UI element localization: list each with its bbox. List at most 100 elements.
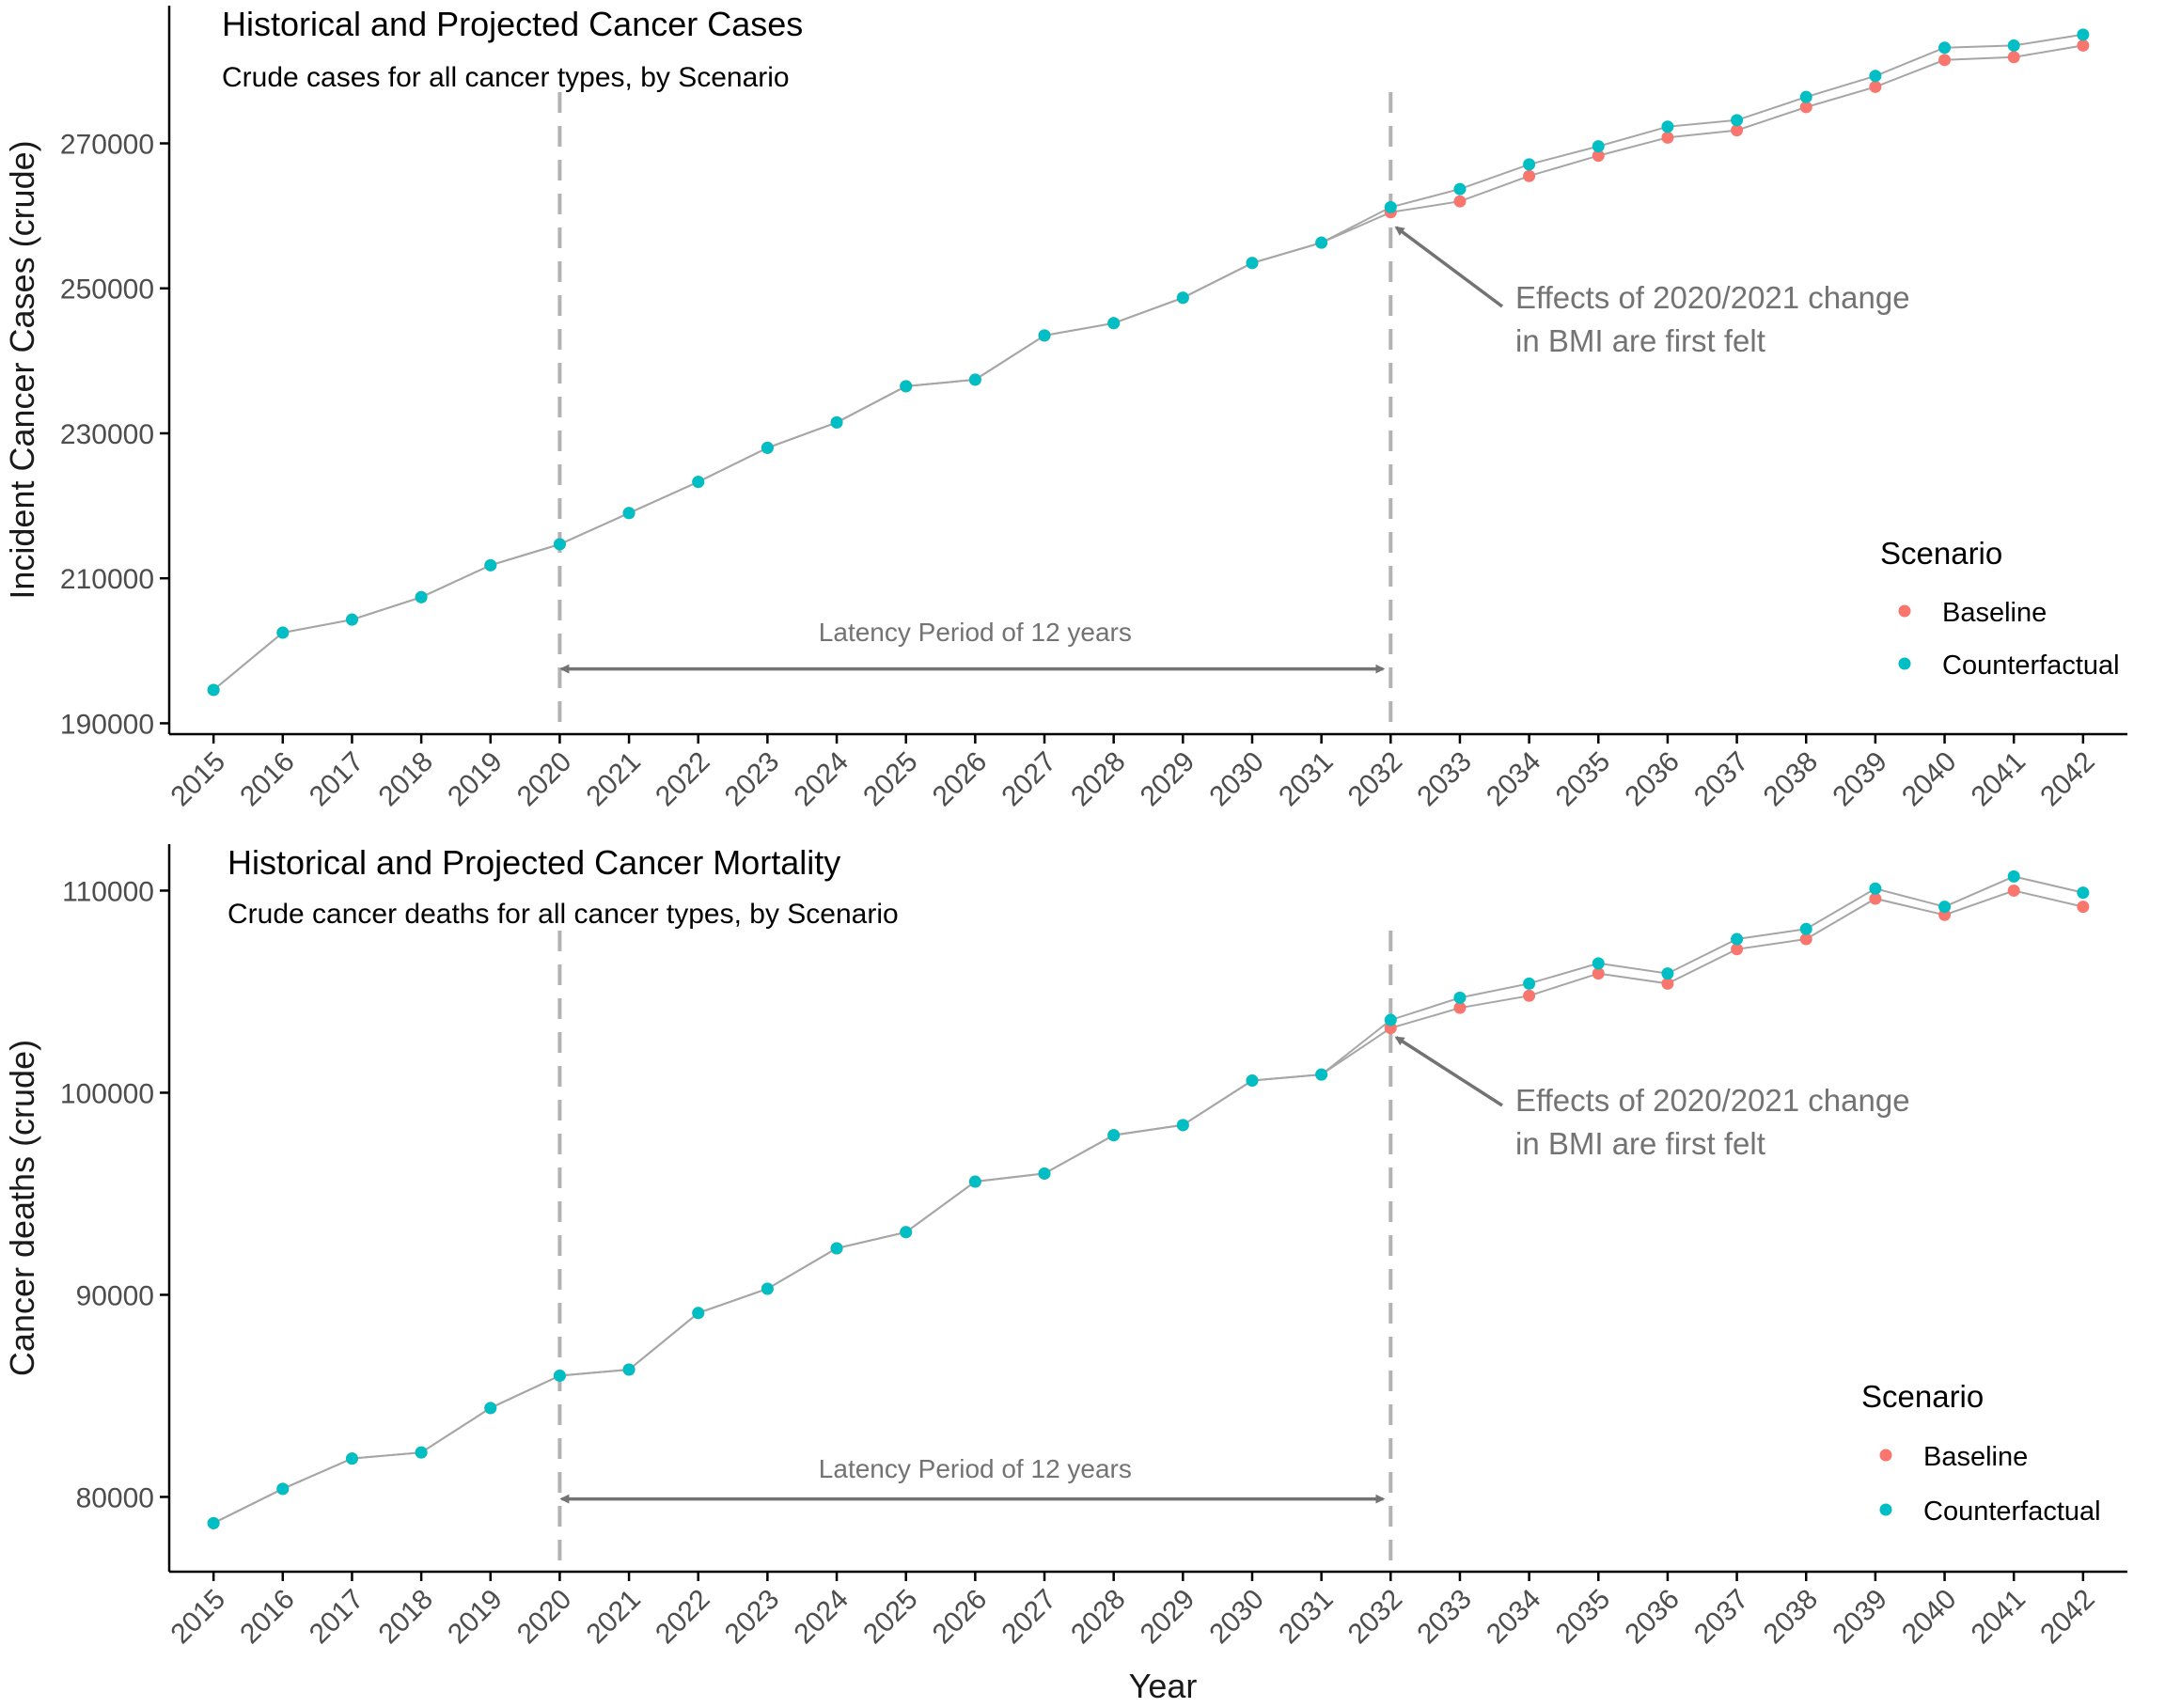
effect-annotation-line: in BMI are first felt	[1515, 1126, 1765, 1161]
data-point-baseline	[1799, 932, 1812, 946]
data-point-counterfactual	[2077, 886, 2090, 900]
x-tick-label: 2020	[511, 1584, 578, 1651]
data-point-baseline	[1523, 989, 1536, 1002]
x-tick-label: 2025	[857, 1584, 924, 1651]
x-tick-label: 2027	[996, 746, 1062, 813]
data-point-counterfactual	[1246, 257, 1259, 270]
data-point-counterfactual	[692, 1307, 705, 1320]
data-point-counterfactual	[276, 626, 290, 639]
data-point-counterfactual	[345, 1452, 358, 1465]
data-point-counterfactual	[484, 558, 497, 572]
y-tick-label: 270000	[60, 130, 154, 161]
y-axis-title: Incident Cancer Cases (crude)	[3, 140, 41, 599]
x-tick-label: 2021	[580, 1584, 647, 1651]
effect-annotation-line: in BMI are first felt	[1515, 323, 1765, 358]
data-point-baseline	[1661, 977, 1674, 990]
data-point-counterfactual	[1661, 967, 1674, 980]
x-tick-label: 2015	[165, 746, 232, 813]
x-tick-label: 2025	[857, 746, 924, 813]
data-point-counterfactual	[415, 1446, 428, 1459]
legend-key-counterfactual	[1879, 1503, 1892, 1516]
x-tick-label: 2034	[1481, 746, 1547, 813]
x-tick-label: 2038	[1758, 746, 1825, 813]
data-point-baseline	[1799, 101, 1812, 114]
data-point-counterfactual	[1038, 329, 1051, 342]
data-point-counterfactual	[1246, 1074, 1259, 1088]
x-tick-label: 2035	[1550, 1584, 1617, 1651]
data-point-baseline	[1523, 169, 1536, 182]
data-point-baseline	[2077, 901, 2090, 914]
legend-label-baseline: Baseline	[1942, 598, 2047, 628]
x-tick-label: 2018	[373, 746, 440, 813]
series-line-counterfactual	[212, 33, 2084, 691]
series-line-counterfactual	[212, 875, 2084, 1525]
legend-key-baseline	[1898, 604, 1911, 618]
data-point-counterfactual	[830, 1242, 843, 1255]
data-point-counterfactual	[692, 476, 705, 489]
chart-title: Historical and Projected Cancer Cases	[222, 5, 803, 43]
x-tick-label: 2039	[1827, 746, 1893, 813]
x-tick-label: 2041	[1966, 746, 2032, 813]
data-point-counterfactual	[1107, 317, 1121, 330]
data-point-counterfactual	[1938, 901, 1952, 914]
data-point-counterfactual	[1176, 291, 1189, 305]
y-axis-title: Cancer deaths (crude)	[3, 1040, 41, 1376]
data-point-counterfactual	[1592, 140, 1605, 153]
data-point-counterfactual	[1176, 1119, 1189, 1132]
data-point-baseline	[1731, 124, 1744, 137]
effect-arrow	[1394, 1036, 1503, 1107]
x-tick-label: 2033	[1411, 1584, 1478, 1651]
data-point-baseline	[2007, 884, 2020, 897]
y-tick-label: 80000	[76, 1482, 154, 1513]
legend-key-counterfactual	[1898, 657, 1911, 670]
data-point-counterfactual	[1592, 957, 1605, 970]
series-line-baseline	[212, 44, 2084, 691]
y-tick-label: 100000	[60, 1078, 154, 1109]
data-point-counterfactual	[1731, 932, 1744, 946]
x-tick-label: 2016	[234, 1584, 301, 1651]
chart-subtitle: Crude cases for all cancer types, by Sce…	[222, 62, 790, 93]
x-tick-label: 2017	[304, 1584, 370, 1651]
x-tick-label: 2037	[1688, 1584, 1755, 1651]
data-point-baseline	[1869, 892, 1882, 905]
data-point-counterfactual	[1453, 182, 1467, 196]
x-tick-label: 2030	[1203, 1584, 1270, 1651]
data-point-counterfactual	[761, 1282, 774, 1295]
data-point-counterfactual	[553, 1369, 566, 1382]
x-tick-label: 2032	[1342, 746, 1409, 813]
data-point-counterfactual	[1799, 90, 1812, 103]
x-tick-label: 2022	[650, 746, 716, 813]
x-tick-label: 2034	[1481, 1584, 1547, 1651]
x-tick-label: 2019	[442, 1584, 509, 1651]
data-point-counterfactual	[1731, 114, 1744, 127]
data-point-counterfactual	[1384, 200, 1397, 213]
data-point-counterfactual	[1523, 977, 1536, 990]
x-tick-label: 2022	[650, 1584, 716, 1651]
effect-arrow	[1394, 226, 1504, 308]
y-tick-label: 90000	[76, 1280, 154, 1311]
chart-subtitle: Crude cancer deaths for all cancer types…	[227, 899, 899, 930]
x-tick-label: 2027	[996, 1584, 1062, 1651]
x-tick-label: 2036	[1619, 1584, 1686, 1651]
x-tick-label: 2035	[1550, 746, 1617, 813]
data-point-counterfactual	[1799, 922, 1812, 935]
x-tick-label: 2042	[2034, 746, 2101, 813]
data-point-baseline	[1661, 131, 1674, 144]
data-point-baseline	[1592, 967, 1605, 980]
data-point-counterfactual	[1523, 158, 1536, 171]
x-tick-label: 2019	[442, 746, 509, 813]
data-point-counterfactual	[345, 613, 358, 626]
data-point-counterfactual	[1453, 991, 1467, 1004]
data-point-counterfactual	[2007, 39, 2020, 52]
x-tick-label: 2042	[2034, 1584, 2101, 1651]
data-point-counterfactual	[484, 1402, 497, 1415]
data-point-baseline	[1869, 80, 1882, 93]
x-tick-label: 2020	[511, 746, 578, 813]
x-tick-label: 2040	[1896, 1584, 1963, 1651]
x-tick-label: 2032	[1342, 1584, 1409, 1651]
x-tick-label: 2031	[1273, 746, 1340, 813]
data-point-counterfactual	[968, 373, 981, 386]
chart-title: Historical and Projected Cancer Mortalit…	[227, 843, 840, 882]
data-point-counterfactual	[622, 1363, 635, 1376]
x-tick-label: 2030	[1203, 746, 1270, 813]
